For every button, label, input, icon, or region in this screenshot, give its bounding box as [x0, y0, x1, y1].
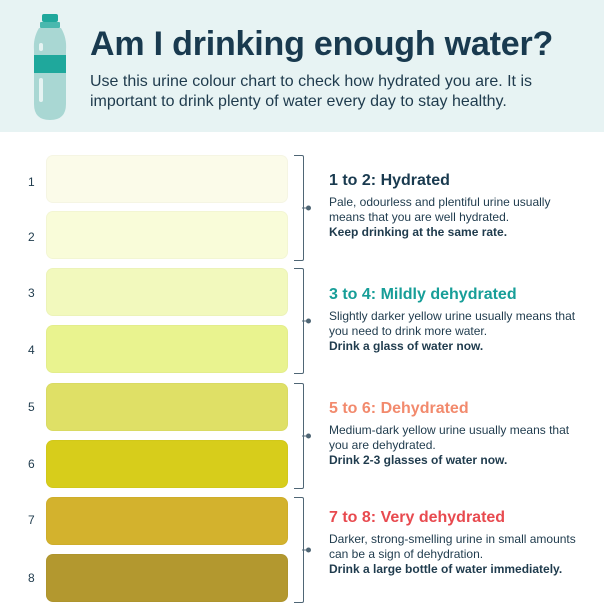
colour-swatch-5 — [46, 383, 288, 431]
water-bottle-icon — [33, 14, 67, 120]
group-bracket-3 — [294, 383, 311, 489]
colour-swatch-8 — [46, 554, 288, 602]
group-heading-4: 7 to 8: Very dehydrated — [329, 509, 506, 526]
hydration-group-3: 5 to 6: Dehydrated Medium-dark yellow ur… — [329, 399, 579, 468]
scale-number-4: 4 — [28, 343, 35, 357]
hydration-group-4: 7 to 8: Very dehydrated Darker, strong-s… — [329, 508, 579, 577]
hydration-group-2: 3 to 4: Mildly dehydrated Slightly darke… — [329, 285, 579, 354]
scale-number-3: 3 — [28, 286, 35, 300]
colour-swatch-6 — [46, 440, 288, 488]
page-subtitle: Use this urine colour chart to check how… — [90, 73, 532, 110]
group-bracket-1 — [294, 155, 311, 261]
group-action-4: Drink a large bottle of water immediatel… — [329, 562, 563, 576]
bracket-dot-2 — [306, 318, 311, 324]
group-body-2: Slightly darker yellow urine usually mea… — [329, 309, 576, 338]
hydration-group-1: 1 to 2: Hydrated Pale, odourless and ple… — [329, 171, 579, 240]
group-bracket-4 — [294, 497, 311, 603]
colour-swatch-4 — [46, 325, 288, 373]
scale-number-7: 7 — [28, 513, 35, 527]
scale-number-2: 2 — [28, 230, 35, 244]
colour-swatch-3 — [46, 268, 288, 316]
bracket-dot-3 — [306, 433, 311, 439]
group-bracket-2 — [294, 268, 311, 374]
scale-number-5: 5 — [28, 400, 35, 414]
page-title: Am I drinking enough water? — [90, 25, 554, 63]
group-heading-3: 5 to 6: Dehydrated — [329, 400, 469, 417]
group-heading-1: 1 to 2: Hydrated — [329, 172, 450, 189]
colour-swatch-2 — [46, 211, 288, 259]
group-action-2: Drink a glass of water now. — [329, 339, 484, 353]
group-body-4: Darker, strong-smelling urine in small a… — [329, 532, 576, 561]
group-body-1: Pale, odourless and plentiful urine usua… — [329, 195, 551, 224]
scale-number-6: 6 — [28, 457, 35, 471]
bracket-dot-4 — [306, 547, 311, 553]
colour-swatch-1 — [46, 155, 288, 203]
header-banner: Am I drinking enough water? Use this uri… — [0, 0, 604, 132]
group-action-3: Drink 2-3 glasses of water now. — [329, 453, 508, 467]
scale-number-8: 8 — [28, 571, 35, 585]
bracket-dot-1 — [306, 205, 311, 211]
group-heading-2: 3 to 4: Mildly dehydrated — [329, 286, 517, 303]
colour-swatch-7 — [46, 497, 288, 545]
group-body-3: Medium-dark yellow urine usually means t… — [329, 423, 570, 452]
group-action-1: Keep drinking at the same rate. — [329, 225, 508, 239]
scale-number-1: 1 — [28, 175, 35, 189]
